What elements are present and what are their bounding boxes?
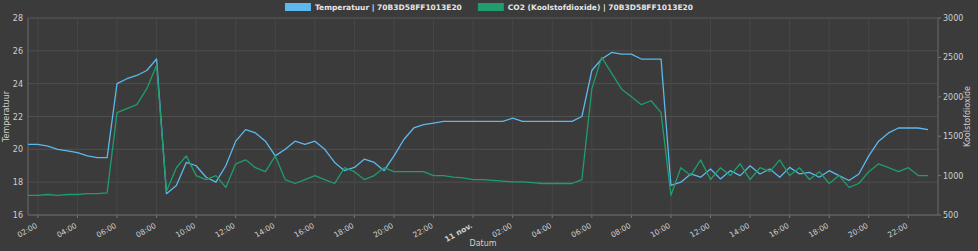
x-tick-label: 04:00 xyxy=(530,221,553,240)
legend-label: CO2 (Koolstofdioxide) | 70B3D58FF1013E20 xyxy=(508,3,693,12)
y-tick-label: 22 xyxy=(13,113,23,122)
legend-swatch xyxy=(285,3,311,11)
y-grid-line xyxy=(28,18,938,19)
x-tick-label: 02:00 xyxy=(16,221,39,240)
x-grid-line xyxy=(235,18,236,215)
plot-frame-top xyxy=(28,18,938,19)
y2-axis-line xyxy=(938,18,939,215)
x-tick-label: 18:00 xyxy=(807,221,830,240)
x-tick-label: 20:00 xyxy=(847,221,870,240)
y-axis-title: Temperatuur xyxy=(2,90,11,143)
legend-swatch xyxy=(478,3,504,11)
x-grid-line xyxy=(512,18,513,215)
x-grid-line xyxy=(829,18,830,215)
y2-tick-label: 2500 xyxy=(943,53,963,62)
x-grid-line xyxy=(354,18,355,215)
x-tick-label: 06:00 xyxy=(95,221,118,240)
y-grid-line xyxy=(28,116,938,117)
y2-tick-label: 1000 xyxy=(943,172,963,181)
x-grid-line xyxy=(789,18,790,215)
y-grid-line xyxy=(28,149,938,150)
x-tick-label: 20:00 xyxy=(372,221,395,240)
x-tick-label: 12:00 xyxy=(688,221,711,240)
x-tick-label: 10:00 xyxy=(174,221,197,240)
x-tick-label: 04:00 xyxy=(55,221,78,240)
chart: 16 18 20 22 24 26 28 500 1000 1500 2000 2500 3000 02:… xyxy=(0,0,978,251)
x-tick-label: 08:00 xyxy=(134,221,157,240)
x-axis-line xyxy=(28,215,938,216)
x-grid-line xyxy=(433,18,434,215)
y2-axis-title: Koolstofdioxide xyxy=(963,86,972,147)
x-grid-line xyxy=(37,18,38,215)
x-grid-line xyxy=(196,18,197,215)
x-grid-line xyxy=(868,18,869,215)
y2-tick-label: 500 xyxy=(943,211,958,220)
x-tick-label: 22:00 xyxy=(886,221,909,240)
x-tick-label: 12:00 xyxy=(213,221,236,240)
plot-area xyxy=(28,52,928,195)
x-grid-line xyxy=(275,18,276,215)
x-grid-line xyxy=(591,18,592,215)
x-tick-label: 14:00 xyxy=(728,221,751,240)
y2-tick-label: 1500 xyxy=(943,132,963,141)
y-grid-line xyxy=(28,83,938,84)
legend-label: Temperatuur | 70B3D58FF1013E20 xyxy=(315,3,462,12)
y-grid-line xyxy=(28,50,938,51)
y-axis-line xyxy=(28,18,29,215)
y2-tick-label: 2000 xyxy=(943,93,963,102)
x-grid-line xyxy=(156,18,157,215)
x-tick-label: 16:00 xyxy=(767,221,790,240)
series-line xyxy=(28,57,928,195)
y-grid-line xyxy=(28,215,938,216)
x-grid-line xyxy=(77,18,78,215)
y-tick-label: 24 xyxy=(13,80,23,89)
x-tick-label: 08:00 xyxy=(609,221,632,240)
x-tick-label: 14:00 xyxy=(253,221,276,240)
x-grid-line xyxy=(750,18,751,215)
x-tick-label: 16:00 xyxy=(293,221,316,240)
x-grid-line xyxy=(552,18,553,215)
x-tick-label: 22:00 xyxy=(411,221,434,240)
x-tick-label: 10:00 xyxy=(649,221,672,240)
x-tick-label: 02:00 xyxy=(490,221,513,240)
grid xyxy=(28,18,941,218)
background xyxy=(0,0,978,251)
legend: Temperatuur | 70B3D58FF1013E20 CO2 (Kools… xyxy=(285,3,693,12)
y-tick-label: 26 xyxy=(13,47,23,56)
x-tick-label: 06:00 xyxy=(570,221,593,240)
y-tick-label: 20 xyxy=(13,145,23,154)
y-tick-label: 28 xyxy=(13,14,23,23)
x-tick-label: 18:00 xyxy=(332,221,355,240)
x-grid-line xyxy=(631,18,632,215)
x-grid-line xyxy=(710,18,711,215)
x-axis-title: Datum xyxy=(469,239,496,248)
y-tick-label: 16 xyxy=(13,211,23,220)
x-grid-line xyxy=(314,18,315,215)
x-grid-line xyxy=(908,18,909,215)
y2-tick-label: 3000 xyxy=(943,14,963,23)
x-grid-line xyxy=(393,18,394,215)
x-grid-line xyxy=(473,18,474,215)
y-tick-label: 18 xyxy=(13,178,23,187)
y-grid-line xyxy=(28,182,938,183)
